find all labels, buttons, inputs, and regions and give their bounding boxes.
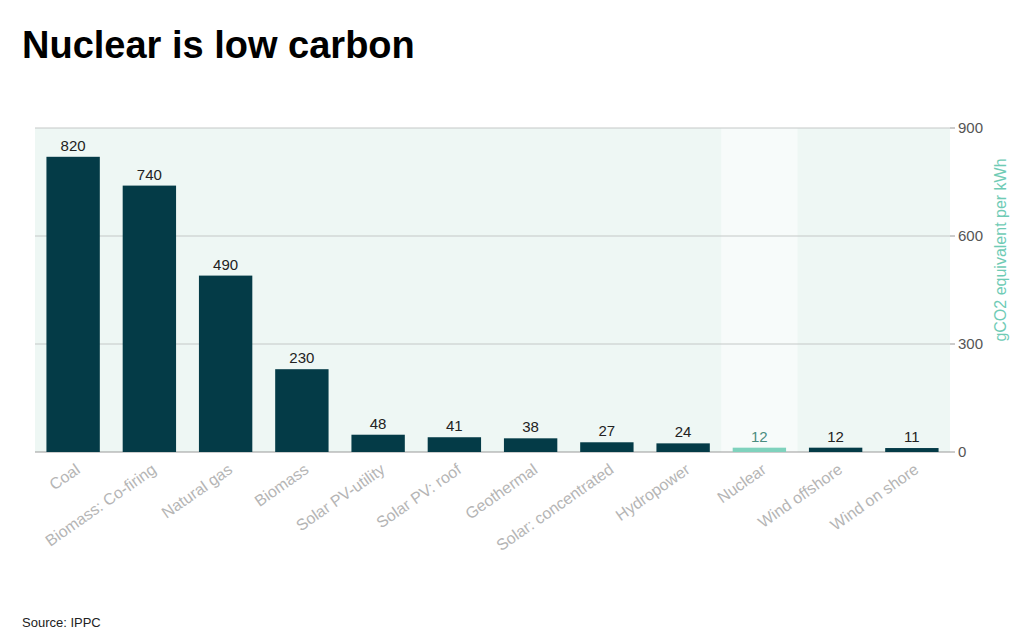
bar: [885, 448, 938, 452]
bar: [580, 442, 633, 452]
data-label: 24: [675, 423, 692, 440]
bar: [199, 276, 252, 452]
bar: [504, 438, 557, 452]
chart: Nuclear is low carbon 0 300 600 900 gCO2 equi…: [0, 0, 1024, 639]
data-label: 38: [522, 418, 539, 435]
data-label: 12: [751, 428, 768, 445]
category-label: Solar PV: roof: [373, 460, 464, 531]
data-label: 820: [61, 137, 86, 154]
data-label: 740: [137, 166, 162, 183]
category-label: Coal: [46, 461, 83, 494]
source: Source: IPPC: [22, 615, 101, 630]
bar: [733, 448, 786, 452]
tick-mark: [950, 128, 955, 129]
bar: [351, 435, 404, 452]
tick-label: 900: [958, 119, 983, 136]
bar: [275, 369, 328, 452]
data-label: 230: [289, 349, 314, 366]
category-label: Solar: concentrated: [493, 461, 616, 555]
category-label: Geothermal: [462, 461, 540, 523]
data-label: 48: [370, 415, 387, 432]
tick-mark: [950, 452, 955, 453]
bars: [46, 157, 938, 452]
category-label: Nuclear: [714, 460, 769, 506]
data-label: 490: [213, 256, 238, 273]
data-label: 41: [446, 417, 463, 434]
tick-label: 600: [958, 227, 983, 244]
category-label: Wind on shore: [827, 460, 921, 533]
bar: [123, 186, 176, 452]
data-label: 27: [599, 422, 616, 439]
bar: [46, 157, 99, 452]
grid-line: [35, 128, 950, 129]
bar: [809, 448, 862, 452]
tick-label: 300: [958, 335, 983, 352]
title: Nuclear is low carbon: [22, 24, 415, 66]
category-label: Hydropower: [612, 460, 693, 524]
tick-mark: [950, 344, 955, 345]
bar: [428, 437, 481, 452]
category-label: Biomass: Co-firing: [42, 461, 159, 550]
category-label: Natural gas: [159, 461, 236, 522]
data-label: 12: [827, 428, 844, 445]
highlight-band: [721, 128, 797, 452]
data-label: 11: [904, 428, 920, 445]
axis-label: gCO2 equivalent per kWh: [992, 158, 1009, 341]
tick-label: 0: [958, 443, 966, 460]
category-label: Solar PV-utility: [293, 461, 388, 535]
tick-mark: [950, 236, 955, 237]
category-label: Biomass: [252, 461, 312, 510]
bar: [656, 443, 709, 452]
plot-background: [35, 128, 950, 452]
